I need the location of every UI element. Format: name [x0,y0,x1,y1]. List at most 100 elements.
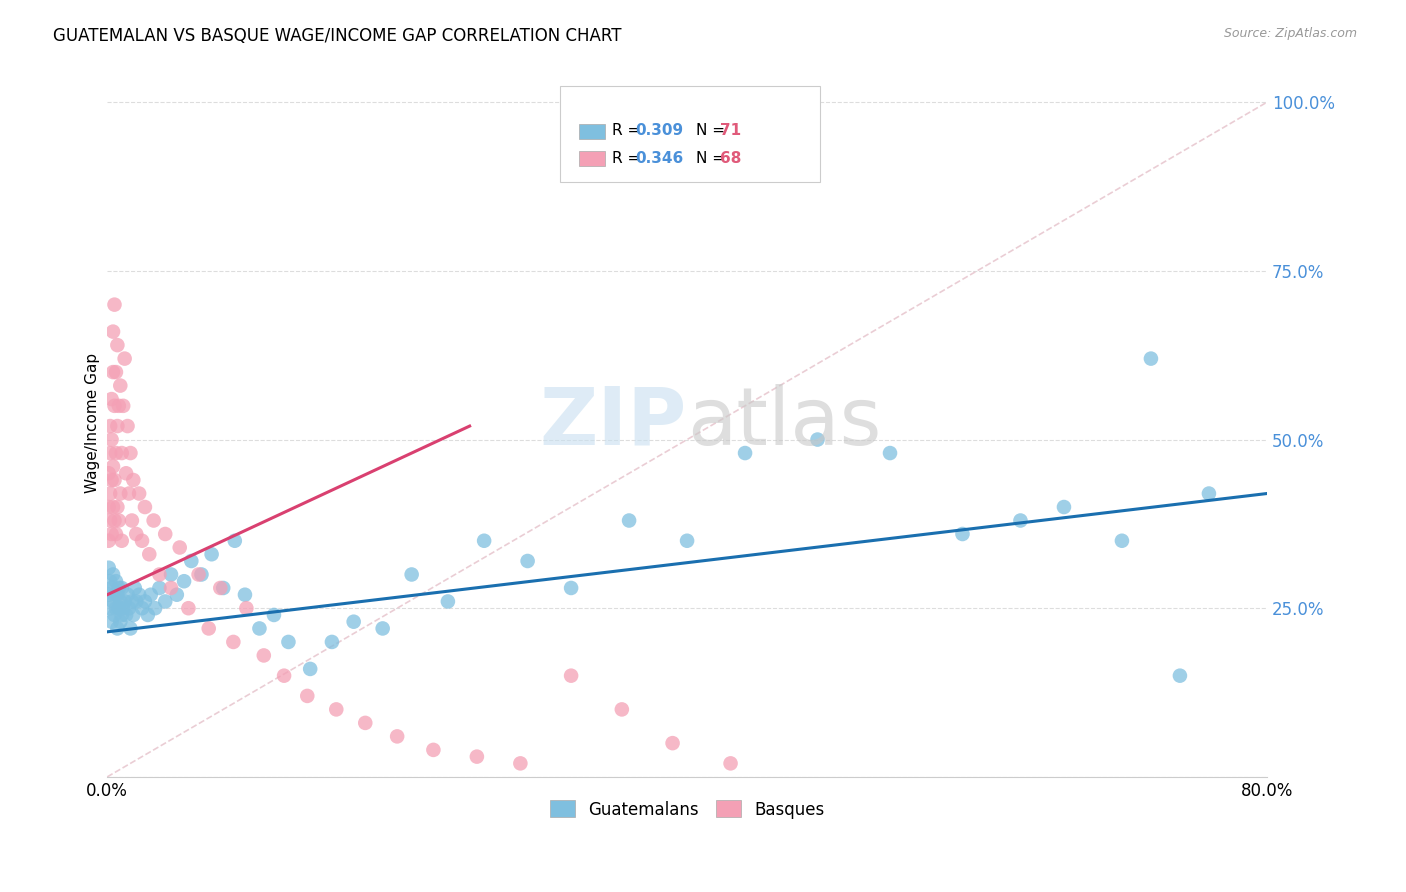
Point [1168,668,1191,682]
Point [128,486,150,500]
Text: R =: R = [612,123,645,138]
Point [122,473,145,487]
Y-axis label: Wage/Income Gap: Wage/Income Gap [86,352,100,492]
Point [401,567,423,582]
Point [115,467,138,481]
Text: N =: N = [696,151,730,166]
Point [121,514,143,528]
Point [734,446,756,460]
Point [125,594,148,608]
Point [661,736,683,750]
Point [136,607,159,622]
Point [103,473,125,487]
Point [101,459,124,474]
Point [676,533,699,548]
Point [235,601,257,615]
Point [212,581,235,595]
Point [125,527,148,541]
Text: Source: ZipAtlas.com: Source: ZipAtlas.com [1223,27,1357,40]
Point [117,588,139,602]
Point [104,601,127,615]
Point [104,446,127,460]
Point [108,399,131,413]
Point [472,533,495,548]
Point [97,560,120,574]
Point [273,668,295,682]
Point [97,533,120,548]
Point [321,635,343,649]
Point [134,594,156,608]
Point [509,756,531,771]
Point [139,588,162,602]
Point [105,419,128,434]
Point [100,615,122,629]
Point [385,730,408,744]
Point [325,702,347,716]
Point [617,514,640,528]
Point [465,749,488,764]
Point [117,419,139,434]
Point [101,365,124,379]
Text: 0.309: 0.309 [636,123,683,138]
Point [131,533,153,548]
Point [104,365,127,379]
Point [142,514,165,528]
Point [112,601,135,615]
Point [110,486,132,500]
Point [177,601,200,615]
Legend: Guatemalans, Basques: Guatemalans, Basques [543,794,831,825]
Point [138,547,160,561]
Point [97,467,120,481]
Point [952,527,974,541]
Point [98,419,121,434]
Point [173,574,195,589]
Point [201,547,224,561]
Point [104,527,127,541]
Point [115,607,138,622]
Point [97,500,120,514]
Point [1053,500,1076,514]
Point [253,648,276,663]
FancyBboxPatch shape [560,87,821,182]
Point [118,601,141,615]
Point [134,500,156,514]
Point [263,607,285,622]
Text: 0.346: 0.346 [636,151,683,166]
Point [103,514,125,528]
Point [166,588,188,602]
Text: 71: 71 [720,123,741,138]
Point [100,527,122,541]
Point [148,581,170,595]
Point [155,594,177,608]
Point [98,574,121,589]
Point [169,541,191,555]
Point [422,743,444,757]
Point [148,567,170,582]
Point [98,514,121,528]
Point [103,588,125,602]
Point [122,607,145,622]
Point [111,581,134,595]
Point [354,715,377,730]
Point [108,514,131,528]
Point [197,622,219,636]
Point [97,588,120,602]
Point [101,567,124,582]
Point [299,662,322,676]
Point [124,581,146,595]
Text: ZIP: ZIP [540,384,688,462]
Point [101,500,124,514]
Point [1140,351,1163,366]
Text: GUATEMALAN VS BASQUE WAGE/INCOME GAP CORRELATION CHART: GUATEMALAN VS BASQUE WAGE/INCOME GAP COR… [53,27,621,45]
Point [160,581,183,595]
Point [105,622,128,636]
Point [101,594,124,608]
Point [112,399,135,413]
Point [110,378,132,392]
FancyBboxPatch shape [579,151,605,166]
Point [249,622,271,636]
Point [104,574,127,589]
Point [222,635,245,649]
Point [101,325,124,339]
FancyBboxPatch shape [579,124,605,139]
